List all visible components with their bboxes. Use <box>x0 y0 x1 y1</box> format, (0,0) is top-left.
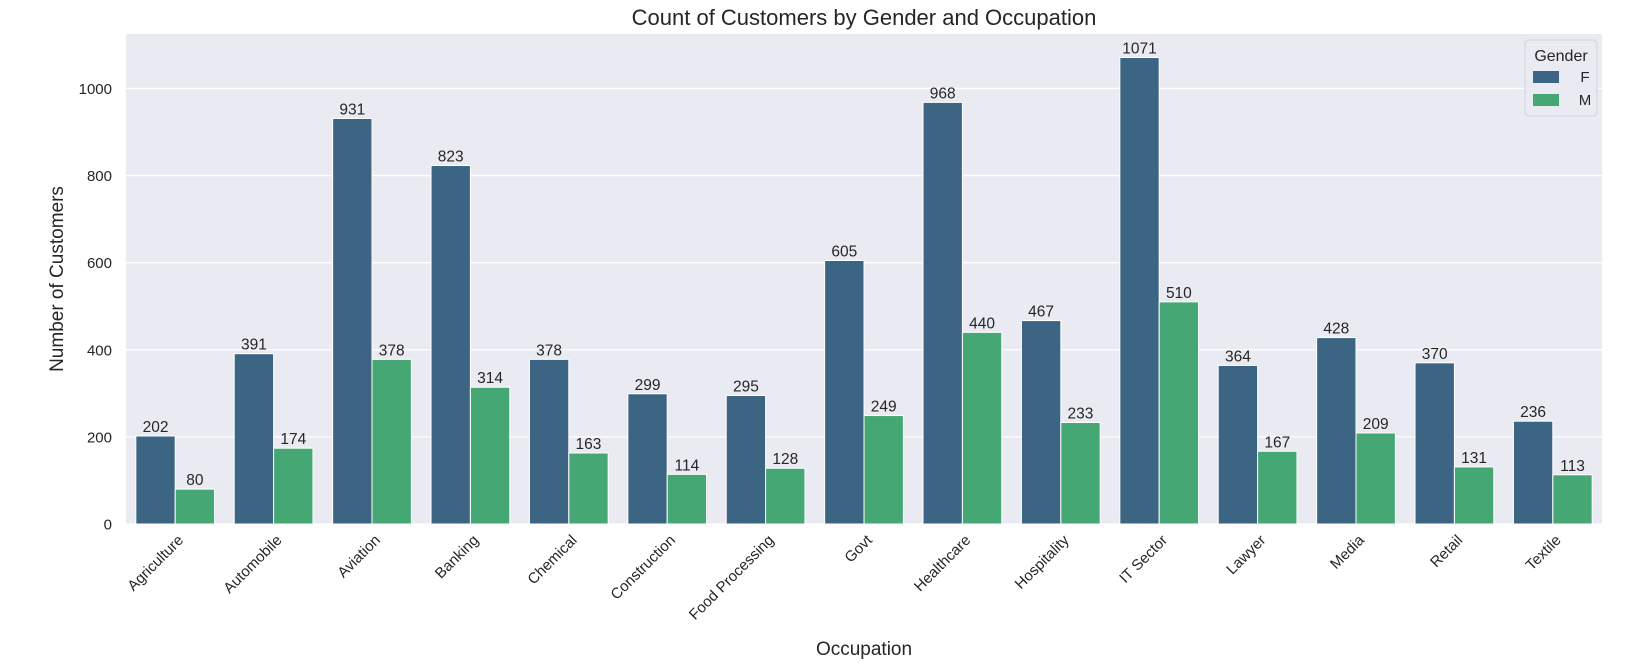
bar <box>824 259 865 525</box>
legend-title: Gender <box>1534 48 1588 65</box>
bar <box>1217 364 1259 525</box>
x-tick-label: Aviation <box>334 532 384 582</box>
x-axis-label: Occupation <box>816 639 912 660</box>
bar <box>135 435 176 525</box>
bar <box>1552 474 1593 525</box>
x-tick-label: Textile <box>1523 532 1565 574</box>
bar-value-label: 209 <box>1363 416 1389 433</box>
bar-value-label: 128 <box>772 451 798 468</box>
x-tick-label: Automobile <box>220 532 285 597</box>
bar-value-label: 167 <box>1264 434 1290 451</box>
bar-value-label: 968 <box>930 85 956 102</box>
bar <box>430 165 471 525</box>
bar-value-label: 113 <box>1560 458 1585 475</box>
bar-value-label: 440 <box>969 315 995 332</box>
bar <box>332 117 373 525</box>
bar <box>1060 422 1101 525</box>
bar-value-label: 510 <box>1166 285 1192 302</box>
y-tick-label: 0 <box>104 517 112 534</box>
legend-swatch <box>1533 94 1559 106</box>
x-tick-label: Agriculture <box>124 532 187 595</box>
x-tick-label: Banking <box>432 532 482 582</box>
bar-value-label: 364 <box>1225 348 1251 365</box>
bar-value-label: 114 <box>675 457 700 474</box>
bar <box>1158 301 1200 525</box>
x-tick-label: Food Processing <box>686 532 778 624</box>
y-tick-label: 600 <box>87 255 112 272</box>
x-tick-label: Chemical <box>524 532 580 588</box>
bar <box>528 358 570 525</box>
bar <box>371 358 412 525</box>
bar <box>1414 362 1455 525</box>
chart-title: Count of Customers by Gender and Occupat… <box>632 5 1097 30</box>
bar <box>863 415 904 525</box>
bar <box>1453 466 1495 525</box>
bar-value-label: 605 <box>831 243 857 260</box>
bars <box>135 57 1593 525</box>
bar <box>273 447 314 525</box>
bar-value-label: 931 <box>339 101 365 118</box>
legend-label: M <box>1579 92 1592 109</box>
x-tick-label: Hospitality <box>1012 531 1073 592</box>
bar-value-label: 378 <box>379 342 405 359</box>
x-tick-label: Construction <box>607 532 679 604</box>
x-tick-label: Retail <box>1427 532 1466 571</box>
bar-value-label: 1071 <box>1122 41 1156 58</box>
legend-label: F <box>1580 69 1589 86</box>
bar-value-label: 467 <box>1028 304 1054 321</box>
bar <box>1020 320 1062 525</box>
bar-value-label: 202 <box>143 419 169 436</box>
y-tick-label: 800 <box>87 168 112 185</box>
bar-value-label: 378 <box>536 342 562 359</box>
bar-value-label: 428 <box>1323 321 1349 338</box>
bar-value-label: 391 <box>241 337 267 354</box>
x-tick-label: Healthcare <box>911 532 974 595</box>
bar <box>469 386 511 525</box>
y-tick-label: 1000 <box>79 81 112 98</box>
bar <box>1316 337 1357 525</box>
x-axis-ticks: Agriculture Automobile Aviation Banking Chem… <box>124 531 1564 623</box>
bar <box>568 452 609 525</box>
bar <box>174 488 216 525</box>
bar-value-label: 249 <box>871 399 897 416</box>
y-tick-label: 200 <box>87 429 112 446</box>
bar-value-label: 299 <box>635 377 661 394</box>
bar-value-label: 236 <box>1520 404 1546 421</box>
bar <box>1119 57 1160 525</box>
x-tick-label: Govt <box>841 531 876 566</box>
y-tick-label: 400 <box>87 342 112 359</box>
x-tick-label: IT Sector <box>1116 532 1171 587</box>
bar <box>725 395 767 525</box>
bar-value-label: 174 <box>280 431 306 448</box>
bar-value-label: 80 <box>186 472 204 489</box>
y-axis-label: Number of Customers <box>47 186 68 372</box>
bar <box>922 101 963 525</box>
bar <box>961 331 1003 525</box>
x-tick-label: Media <box>1327 531 1368 572</box>
bar <box>627 393 668 525</box>
bar-value-label: 370 <box>1422 346 1448 363</box>
bar-value-label: 823 <box>438 149 464 166</box>
bar-value-label: 314 <box>477 370 503 387</box>
bar-value-label: 295 <box>733 379 759 396</box>
bar <box>666 473 708 525</box>
bar-value-label: 163 <box>576 436 602 453</box>
bar <box>233 353 275 525</box>
legend-swatch <box>1533 71 1559 83</box>
bar <box>1355 432 1396 525</box>
x-tick-label: Lawyer <box>1223 532 1269 578</box>
bar-value-label: 233 <box>1068 406 1094 423</box>
bar <box>1257 450 1298 525</box>
bar <box>1512 420 1554 525</box>
legend: Gender FM <box>1524 39 1598 117</box>
bar-labels: 202 80 391 174 931 378 823 314 378 163 299 114 295 12… <box>143 41 1585 490</box>
y-axis-ticks: 0 200 400 600 800 1000 <box>79 81 112 534</box>
bar-value-label: 131 <box>1461 450 1487 467</box>
bar <box>765 467 806 525</box>
